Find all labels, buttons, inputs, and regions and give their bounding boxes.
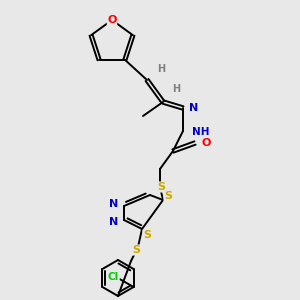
Text: S: S (132, 245, 140, 255)
Text: S: S (157, 182, 165, 192)
Text: N: N (109, 217, 118, 227)
Text: N: N (109, 199, 118, 209)
Text: O: O (107, 15, 117, 25)
Text: N: N (189, 103, 198, 113)
Text: NH: NH (192, 127, 209, 137)
Text: S: S (143, 230, 151, 240)
Text: H: H (172, 84, 180, 94)
Text: S: S (164, 191, 172, 201)
Text: H: H (157, 64, 165, 74)
Text: Cl: Cl (108, 272, 119, 282)
Text: O: O (201, 138, 210, 148)
